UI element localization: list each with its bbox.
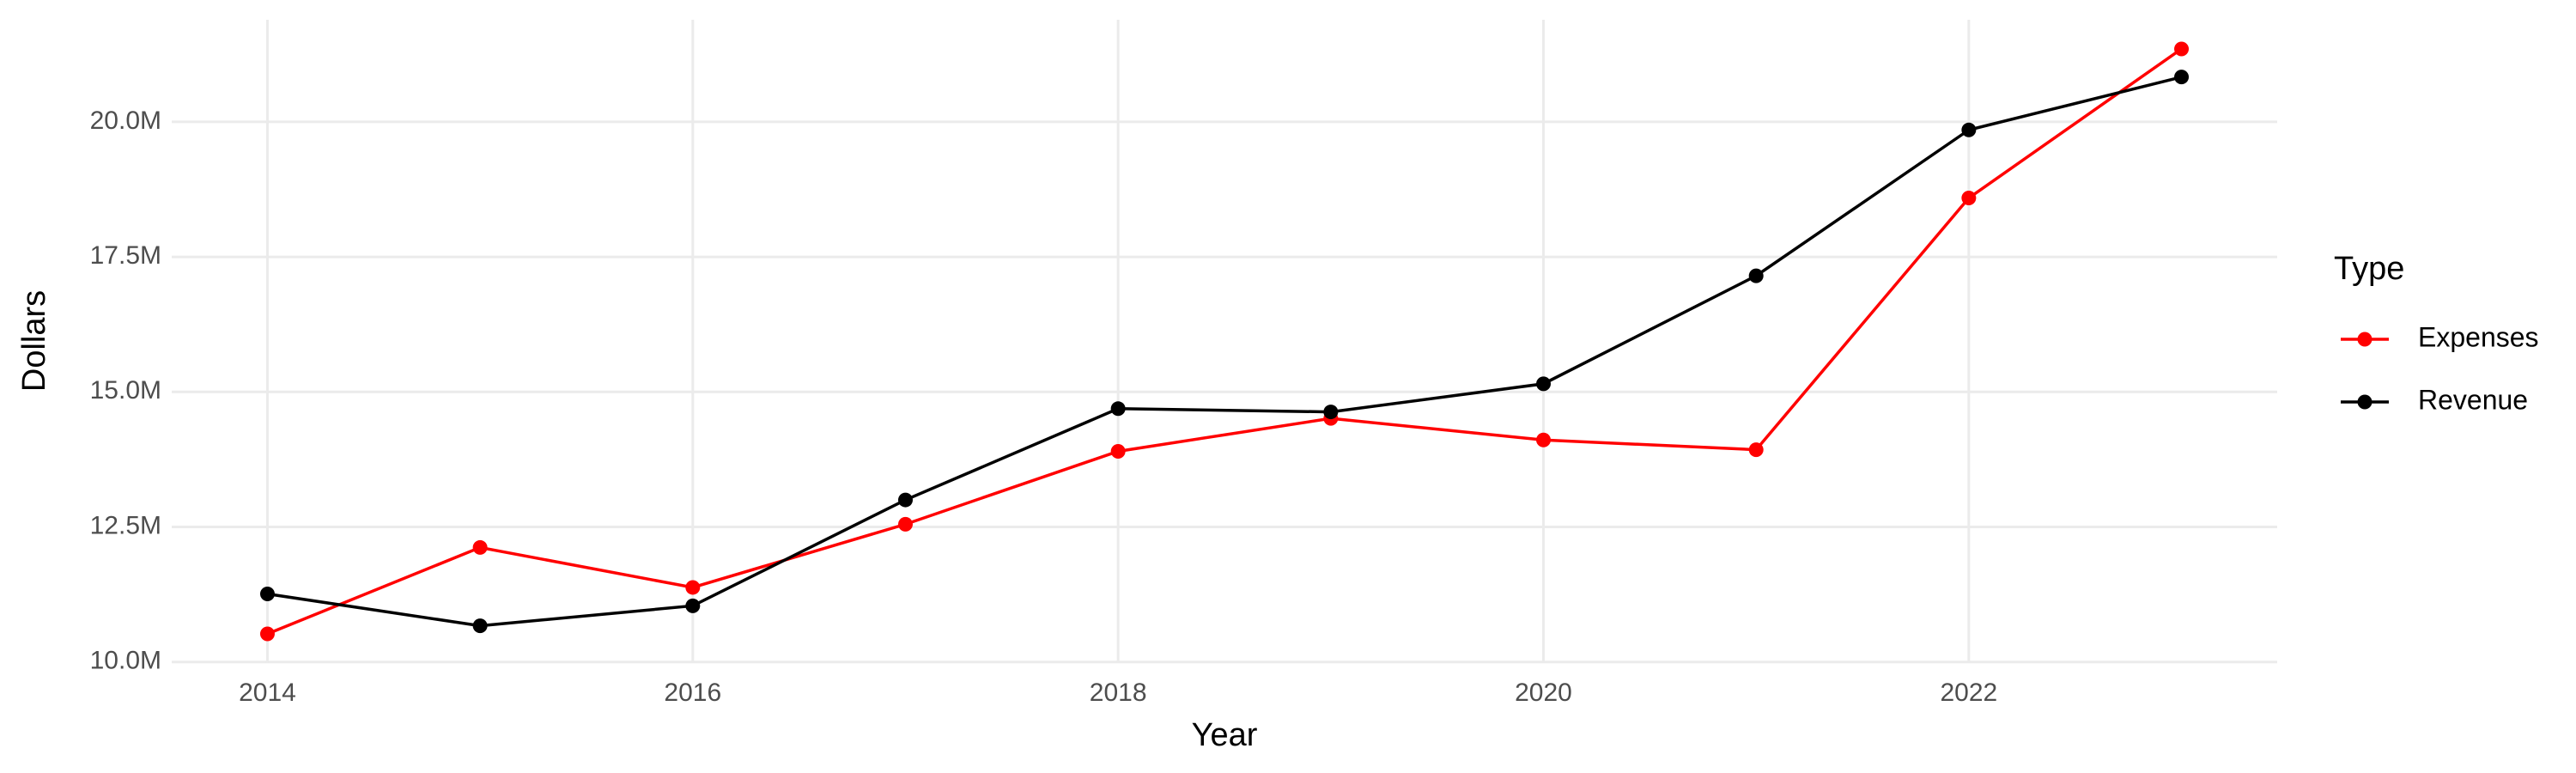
x-tick-label: 2020 — [1515, 679, 1572, 707]
legend-label: Revenue — [2418, 384, 2528, 415]
data-point — [259, 587, 275, 602]
data-point — [1110, 401, 1126, 417]
x-tick-label: 2014 — [239, 679, 296, 707]
x-tick-label: 2018 — [1090, 679, 1147, 707]
data-point — [1748, 268, 1764, 283]
data-point — [1961, 191, 1977, 206]
y-tick-label: 15.0M — [90, 376, 161, 405]
data-point — [685, 598, 701, 613]
plot-area — [259, 41, 2190, 642]
data-point — [472, 539, 488, 555]
legend-label: Expenses — [2418, 321, 2539, 352]
data-point — [2174, 70, 2190, 85]
data-point — [685, 580, 701, 595]
legend-key-point — [2357, 332, 2372, 347]
legend-key-point — [2357, 394, 2372, 410]
data-point — [897, 492, 913, 508]
data-point — [1536, 432, 1552, 447]
y-tick-label: 10.0M — [90, 647, 161, 675]
y-tick-label: 12.5M — [90, 511, 161, 539]
data-point — [472, 618, 488, 634]
y-tick-label: 20.0M — [90, 107, 161, 135]
x-tick-label: 2016 — [664, 679, 721, 707]
data-point — [1536, 376, 1552, 392]
data-point — [897, 516, 913, 532]
series-line — [267, 75, 2182, 628]
x-axis-title: Year — [1192, 717, 1258, 753]
grid — [172, 20, 2277, 664]
data-point — [1323, 405, 1339, 420]
data-point — [1961, 122, 1977, 137]
series-line — [266, 47, 2183, 636]
x-tick-label: 2022 — [1940, 679, 1997, 707]
y-axis-title: Dollars — [16, 290, 52, 392]
data-point — [1110, 443, 1126, 459]
legend-title: Type — [2334, 251, 2404, 287]
y-tick-label: 17.5M — [90, 241, 161, 270]
data-point — [259, 626, 275, 642]
data-point — [2174, 41, 2190, 57]
data-point — [1748, 442, 1764, 458]
